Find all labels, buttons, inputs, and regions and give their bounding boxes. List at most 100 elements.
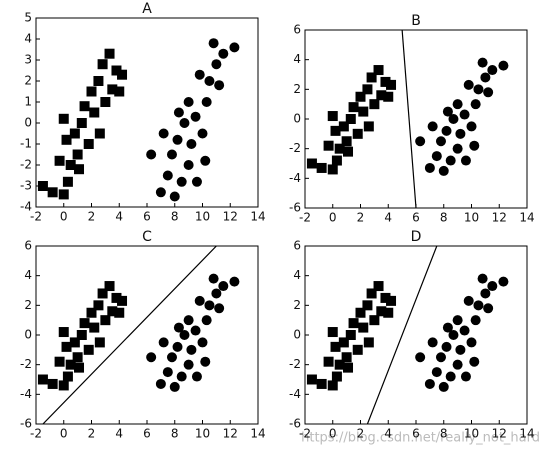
y-tick-label: 4	[24, 32, 32, 46]
circle-point	[197, 128, 208, 139]
circle-point	[460, 155, 471, 166]
circle-point	[452, 359, 463, 370]
square-point	[358, 322, 369, 333]
y-tick-label: 6	[24, 239, 32, 253]
circle-point	[445, 155, 456, 166]
circle-point	[146, 352, 157, 363]
square-point	[94, 128, 105, 139]
circle-point	[173, 107, 184, 118]
circle-point	[466, 121, 477, 132]
square-point	[61, 134, 72, 145]
circle-point	[162, 170, 173, 181]
circle-point	[186, 344, 197, 355]
circle-point	[459, 325, 470, 336]
square-point	[355, 307, 366, 318]
square-point	[369, 315, 380, 326]
plot-area	[306, 246, 509, 424]
square-point	[86, 307, 97, 318]
circle-point	[480, 72, 491, 83]
y-tick-label: 6	[293, 239, 301, 253]
circle-point	[190, 111, 201, 122]
y-tick-label: -6	[289, 201, 301, 215]
square-point	[376, 306, 387, 317]
plot-area	[37, 38, 240, 202]
square-point	[386, 295, 397, 306]
square-point	[327, 111, 338, 122]
square-point	[111, 292, 122, 303]
x-tick-label: 0	[60, 427, 68, 441]
square-point	[107, 84, 118, 95]
square-point	[306, 158, 317, 169]
square-point	[83, 139, 94, 149]
circle-point	[463, 79, 474, 90]
square-point	[323, 140, 334, 151]
circle-point	[470, 315, 481, 326]
square-point	[383, 307, 394, 318]
circle-point	[229, 42, 240, 53]
circle-point	[431, 151, 442, 162]
circle-point	[424, 162, 435, 173]
square-point	[334, 359, 345, 370]
x-tick-label: 12	[492, 211, 507, 225]
x-tick-label: 6	[412, 211, 420, 225]
square-point	[358, 106, 369, 117]
square-point	[345, 330, 356, 340]
circle-point	[176, 371, 187, 382]
circle-point	[448, 330, 459, 340]
circle-point	[477, 57, 488, 68]
circle-point	[460, 371, 471, 382]
circle-point	[483, 303, 494, 314]
y-tick-label: 0	[293, 112, 301, 126]
square-point	[37, 181, 48, 191]
y-tick-label: 1	[24, 95, 32, 109]
square-point	[114, 86, 125, 97]
y-tick-label: 4	[293, 52, 301, 66]
y-tick-label: -4	[289, 387, 301, 401]
square-point	[327, 380, 338, 391]
y-tick-label: 3	[24, 53, 32, 67]
circle-point	[191, 371, 202, 382]
circle-point	[204, 76, 215, 86]
y-tick-label: -4	[20, 387, 32, 401]
circle-point	[194, 69, 205, 80]
square-point	[76, 330, 87, 340]
square-point	[58, 189, 69, 200]
y-tick-label: -2	[20, 357, 32, 371]
y-tick-label: -2	[289, 141, 301, 155]
x-tick-label: 14	[519, 427, 534, 441]
square-point	[100, 315, 111, 326]
square-point	[97, 288, 108, 299]
circle-point	[162, 367, 173, 378]
circle-point	[179, 118, 190, 128]
square-point	[111, 65, 122, 76]
axes-frame	[304, 29, 528, 209]
circle-point	[186, 139, 197, 149]
y-tick-label: 2	[24, 298, 32, 312]
chart-title: B	[411, 13, 421, 29]
x-tick-label: 6	[143, 427, 151, 441]
circle-point	[201, 97, 212, 107]
x-tick-label: 8	[440, 211, 448, 225]
chart-title: C	[142, 229, 152, 245]
square-point	[366, 288, 377, 299]
circle-point	[169, 191, 180, 202]
square-point	[54, 155, 65, 166]
square-point	[104, 281, 115, 292]
square-point	[117, 295, 128, 306]
circle-point	[158, 128, 169, 139]
square-point	[343, 362, 354, 373]
x-tick-label: -2	[299, 211, 311, 225]
axes-frame	[304, 245, 528, 425]
y-tick-label: -3	[20, 179, 32, 193]
square-point	[65, 359, 76, 370]
x-tick-label: 12	[492, 427, 507, 441]
x-tick-label: 6	[412, 427, 420, 441]
square-point	[62, 371, 73, 382]
square-point	[362, 300, 373, 311]
square-point	[306, 374, 317, 385]
x-tick-label: 6	[143, 210, 151, 224]
x-tick-label: 0	[329, 211, 337, 225]
x-tick-label: -2	[30, 210, 42, 224]
circle-point	[200, 356, 211, 367]
